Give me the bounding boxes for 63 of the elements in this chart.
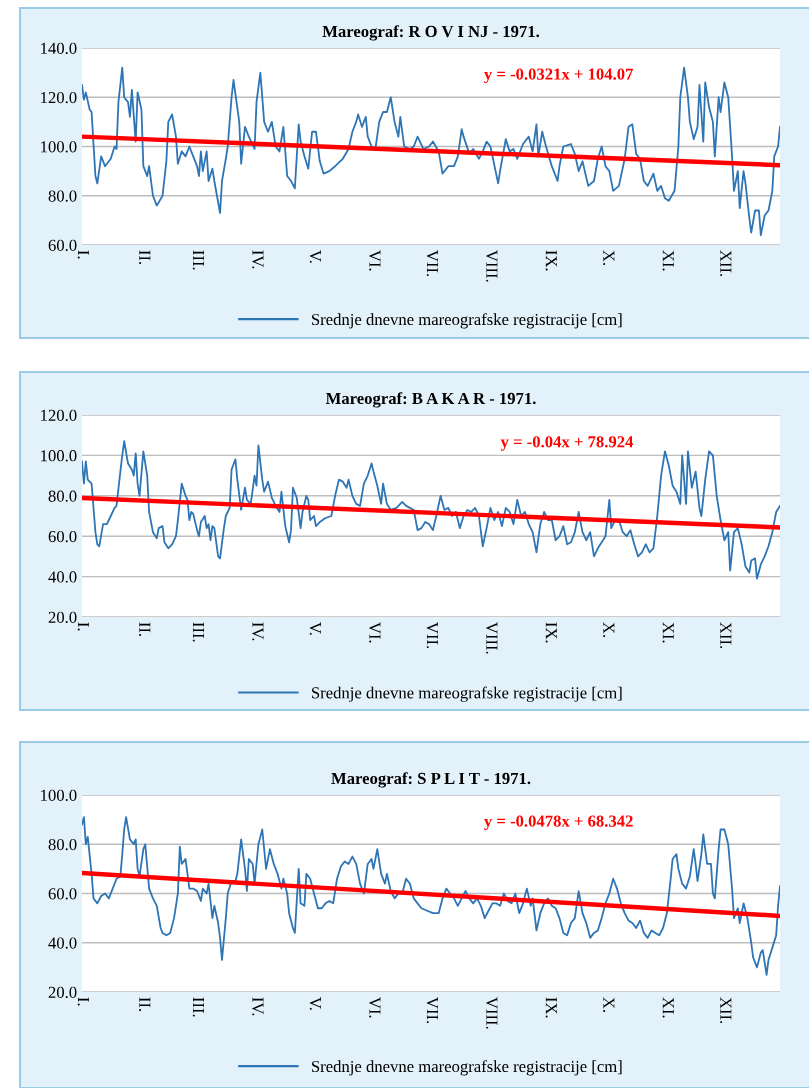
x-tick-label: III. (192, 997, 204, 1017)
x-tick-label: IV. (252, 622, 264, 641)
chart-title: Mareograf: B A K A R - 1971. (325, 392, 536, 408)
annotation: y = -0.0321x + 104.07 (484, 68, 634, 84)
x-tick-label: II. (139, 250, 151, 265)
y-tick-label: 120.0 (41, 409, 77, 422)
x-tick-label: IX. (545, 997, 557, 1018)
x-tick-label: VII. (426, 997, 438, 1024)
x-tick-label: VI. (369, 622, 381, 643)
x-tick-label: III. (192, 622, 204, 642)
y-tick-label: 100.0 (41, 141, 77, 153)
x-tick-label: X. (603, 250, 615, 265)
x-tick-label: X. (603, 997, 615, 1012)
x-tick-label: XI. (662, 997, 674, 1018)
y-tick-label: 80.0 (48, 838, 77, 851)
x-tick-label: II. (139, 622, 151, 637)
x-tick-label: II. (139, 997, 151, 1012)
x-tick-label: XII. (720, 622, 732, 649)
x-tick-label: III. (192, 250, 204, 270)
x-tick-label: V. (309, 622, 321, 635)
x-tick-label: VII. (426, 622, 438, 649)
x-tick-label: XI. (662, 250, 674, 271)
x-tick-label: V. (309, 250, 321, 263)
y-tick-label: 20.0 (48, 611, 77, 624)
x-tick-label: VIII. (486, 997, 498, 1029)
y-tick-label: 40.0 (48, 571, 77, 583)
x-tick-label: IX. (545, 250, 557, 271)
x-tick-label: IX. (545, 622, 557, 643)
x-tick-label: XII. (720, 250, 732, 277)
annotation: y = -0.0478x + 68.342 (484, 815, 633, 831)
x-tick-label: IV. (252, 250, 264, 269)
y-tick-label: 120.0 (41, 91, 77, 104)
y-tick-label: 60.0 (48, 239, 77, 252)
x-tick-label: I. (77, 622, 89, 631)
y-tick-label: 140.0 (41, 42, 77, 55)
legend-label: Srednje dnevne mareografske registracije [cm] (312, 1060, 622, 1076)
y-tick-label: 100.0 (41, 789, 77, 802)
y-tick-label: 100.0 (41, 450, 77, 462)
x-tick-label: V. (309, 997, 321, 1010)
y-tick-label: 20.0 (48, 986, 77, 999)
x-tick-label: I. (77, 997, 89, 1006)
line-series (82, 66, 780, 237)
y-tick-label: 80.0 (48, 190, 77, 202)
x-tick-label: VIII. (486, 250, 498, 282)
x-tick-label: IV. (252, 997, 264, 1016)
line-series (82, 816, 780, 976)
y-tick-label: 60.0 (48, 530, 77, 543)
x-tick-label: VI. (369, 250, 381, 271)
annotation: y = -0.04x + 78.924 (500, 436, 634, 451)
legend-label: Srednje dnevne mareografske registracije [cm] (312, 313, 622, 329)
x-tick-label: VIII. (486, 622, 498, 654)
x-tick-label: VII. (426, 250, 438, 277)
x-tick-label: VI. (369, 997, 381, 1018)
y-tick-label: 40.0 (48, 937, 77, 949)
x-tick-label: XII. (720, 997, 732, 1024)
chart-title: Mareograf: S P L I T - 1971. (331, 772, 531, 788)
y-tick-label: 60.0 (48, 888, 77, 900)
x-tick-label: I. (77, 250, 89, 259)
y-tick-label: 80.0 (48, 490, 77, 502)
x-tick-label: XI. (662, 622, 674, 643)
legend-label: Srednje dnevne mareografske registracije [cm] (312, 686, 622, 702)
x-tick-label: X. (603, 622, 615, 637)
chart-title: Mareograf: R O V I NJ - 1971. (322, 25, 540, 41)
